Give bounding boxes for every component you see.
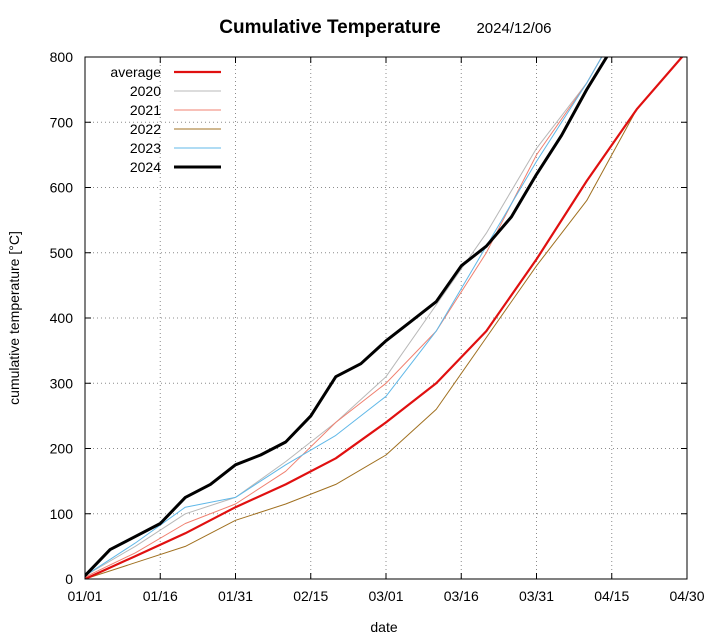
y-tick-label: 600 [50, 180, 74, 196]
axis-ticks: 01/01 01/16 01/31 02/15 03/01 03/16 03/31 04/15… [50, 49, 705, 604]
x-tick-label: 04/30 [669, 588, 704, 604]
grid [85, 57, 687, 579]
y-tick-label: 300 [50, 375, 74, 391]
legend-label-2023: 2023 [130, 140, 161, 156]
y-tick-label: 500 [50, 245, 74, 261]
y-tick-label: 400 [50, 310, 74, 326]
legend-label-2022: 2022 [130, 121, 161, 137]
y-tick-label: 700 [50, 114, 74, 130]
y-axis-label: cumulative temperature [°C] [6, 231, 22, 405]
series-line-2020 [85, 57, 603, 577]
legend-label-2024: 2024 [130, 159, 161, 175]
series-line-2022 [85, 57, 683, 579]
chart-subtitle: 2024/12/06 [476, 20, 551, 37]
legend: average 2020 2021 2022 2023 2024 [110, 64, 221, 175]
x-tick-label: 01/31 [218, 588, 253, 604]
x-tick-label: 02/15 [293, 588, 328, 604]
chart-title: Cumulative Temperature [219, 17, 440, 38]
x-tick-label: 03/31 [519, 588, 554, 604]
legend-label-2021: 2021 [130, 102, 161, 118]
y-tick-label: 100 [50, 506, 74, 522]
x-tick-label: 01/01 [67, 588, 102, 604]
series-line-average [85, 57, 684, 579]
series-line-2024 [85, 57, 609, 578]
series-lines [85, 57, 684, 579]
y-tick-label: 800 [50, 49, 74, 65]
x-axis-label: date [370, 619, 397, 635]
x-tick-label: 03/01 [368, 588, 403, 604]
series-line-2021 [85, 57, 603, 578]
plot-frame [84, 56, 688, 580]
legend-label-2020: 2020 [130, 83, 161, 99]
x-tick-label: 04/15 [594, 588, 629, 604]
y-tick-label: 0 [65, 571, 73, 587]
legend-label-average: average [110, 64, 161, 80]
series-line-2023 [85, 57, 603, 577]
x-tick-label: 03/16 [444, 588, 479, 604]
y-tick-label: 200 [50, 441, 74, 457]
x-tick-label: 01/16 [143, 588, 178, 604]
